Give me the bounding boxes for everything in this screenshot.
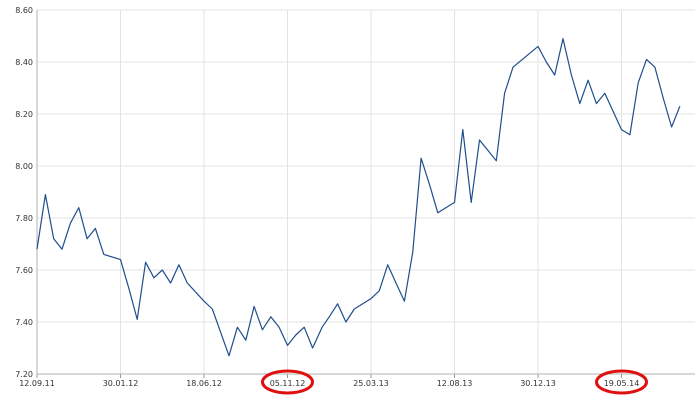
y-tick-label: 7.60 <box>15 266 33 275</box>
y-tick-label: 8.20 <box>15 110 33 119</box>
x-tick-label: 25.03.13 <box>353 379 389 388</box>
x-tick-label: 18.06.12 <box>186 379 222 388</box>
x-tick-label: 19.05.14 <box>604 379 640 388</box>
y-tick-label: 8.40 <box>15 58 33 67</box>
x-tick-label: 30.12.13 <box>520 379 556 388</box>
series-line <box>36 38 681 357</box>
highlight-circle <box>261 369 314 395</box>
x-tick-label: 05.11.12 <box>270 379 306 388</box>
x-tick-label: 30.01.12 <box>103 379 139 388</box>
y-tick-label: 8.60 <box>15 6 33 15</box>
y-tick-label: 7.80 <box>15 214 33 223</box>
y-tick-label: 8.00 <box>15 162 33 171</box>
x-tick-label: 12.08.13 <box>437 379 473 388</box>
y-tick-label: 7.40 <box>15 318 33 327</box>
y-tick-label: 7.20 <box>15 370 33 379</box>
plot-area <box>37 10 695 374</box>
x-tick-label: 12.09.11 <box>19 379 55 388</box>
highlight-circle <box>595 369 648 395</box>
